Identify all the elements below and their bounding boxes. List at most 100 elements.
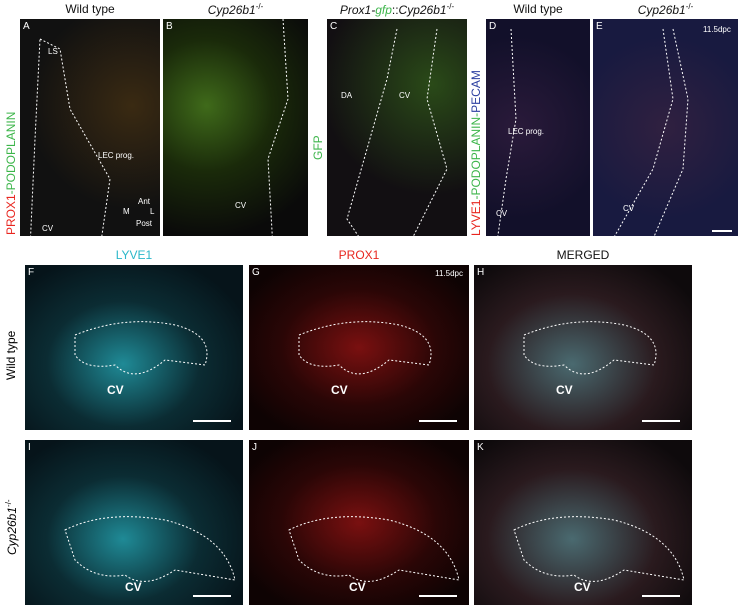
outline-path: [523, 321, 657, 375]
panel-header: Wild type: [20, 2, 160, 16]
vessel-outline: [64, 516, 236, 582]
outline-path: [497, 28, 517, 236]
outline-path: [513, 516, 685, 582]
scale-bar: [419, 420, 457, 422]
panel-letter: B: [166, 21, 173, 32]
image-panel: J CV: [249, 440, 469, 605]
scale-bar: [419, 595, 457, 597]
image-panel: G 11.5dpc CV: [249, 265, 469, 430]
panel-label: 11.5dpc: [435, 269, 463, 278]
outline-path: [74, 321, 208, 375]
text-segment: Prox1-: [339, 3, 376, 17]
outline-path: [267, 19, 289, 236]
text-segment: -PODOPLANIN: [4, 111, 18, 195]
side-label: GFP: [311, 135, 325, 160]
panel-label: CV: [496, 209, 508, 218]
panel-label: CV: [556, 383, 573, 397]
panel-label: CV: [235, 201, 247, 210]
outline-path: [64, 516, 236, 582]
text-segment: Wild type: [65, 2, 115, 16]
outline-path: [346, 28, 448, 236]
panel-header: Cyp26b1-/-: [593, 2, 738, 17]
panel-label: LS: [48, 47, 58, 56]
vessel-outline: [288, 516, 460, 582]
text-segment: -/-: [255, 2, 264, 11]
vessel-outline: [614, 28, 689, 236]
vessel-outline: [267, 19, 289, 236]
panel-label: CV: [349, 580, 366, 594]
column-header: LYVE1: [25, 248, 243, 262]
vessel-outline: [346, 28, 448, 236]
text-segment: PECAM: [469, 70, 483, 113]
panel-letter: C: [330, 21, 338, 32]
image-panel: I CV: [25, 440, 243, 605]
panel-header: Wild type: [486, 2, 590, 16]
text-segment: -/-: [685, 2, 694, 11]
row-label: Wild type: [4, 331, 18, 380]
image-panel: E 11.5dpc CV: [593, 19, 738, 236]
text-segment: -/-: [4, 499, 13, 507]
panel-label: CV: [42, 224, 54, 233]
column-header: PROX1: [249, 248, 469, 262]
panel-label: CV: [125, 580, 142, 594]
panel-label: CV: [107, 383, 124, 397]
panel-label: CV: [331, 383, 348, 397]
image-panel: B CV: [163, 19, 308, 236]
text-segment: Cyp26b1: [5, 506, 19, 555]
text-segment: Cyp26b1: [398, 3, 447, 17]
panel-header: Prox1-gfp::Cyp26b1-/-: [327, 2, 467, 17]
panel-label: CV: [623, 204, 635, 213]
panel-letter: H: [477, 267, 485, 278]
image-panel: F CV: [25, 265, 243, 430]
side-label: PROX1-PODOPLANIN: [4, 112, 18, 235]
panel-header: Cyp26b1-/-: [163, 2, 308, 17]
vessel-outline: [74, 321, 208, 375]
panel-letter: J: [252, 442, 257, 453]
panel-label: DA: [341, 91, 353, 100]
text-segment: -/-: [446, 2, 455, 11]
panel-label: LEC prog.: [98, 151, 135, 160]
text-segment: PROX1: [4, 194, 18, 235]
outline-path: [298, 321, 432, 375]
panel-letter: I: [28, 442, 31, 453]
panel-letter: E: [596, 21, 603, 32]
text-segment: Wild type: [513, 2, 563, 16]
panel-letter: G: [252, 267, 260, 278]
text-segment: ::: [391, 3, 399, 17]
text-segment: LYVE1: [469, 199, 483, 236]
text-segment: PROX1: [338, 248, 380, 262]
text-segment: Cyp26b1: [207, 3, 256, 17]
scale-bar: [193, 595, 231, 597]
vessel-outline: [30, 38, 111, 236]
panel-label: LEC prog.: [508, 127, 545, 136]
image-panel: D LEC prog. CV: [486, 19, 590, 236]
text-segment: Wild type: [4, 330, 18, 380]
text-segment: MERGED: [556, 248, 610, 262]
side-label: LYVE1-PODOPLANIN-PECAM: [469, 70, 483, 236]
outline-path: [30, 38, 111, 236]
panel-label: L: [150, 207, 155, 216]
row-label: Cyp26b1-/-: [4, 499, 19, 555]
vessel-outline: [497, 28, 517, 236]
scale-bar: [193, 420, 231, 422]
vessel-outline: [523, 321, 657, 375]
panel-label: Ant: [138, 197, 151, 206]
vessel-outline: [513, 516, 685, 582]
text-segment: gfp: [375, 3, 392, 17]
image-panel: C DA CV: [327, 19, 467, 236]
image-panel: H CV: [474, 265, 692, 430]
vessel-outline: [298, 321, 432, 375]
panel-label: 11.5dpc: [703, 25, 731, 34]
panel-label: CV: [399, 91, 411, 100]
scale-bar: [642, 595, 680, 597]
column-header: MERGED: [474, 248, 692, 262]
text-segment: LYVE1: [115, 248, 153, 262]
image-panel: A LS LEC prog. CV Ant M L Post: [20, 19, 160, 236]
panel-label: CV: [574, 580, 591, 594]
panel-letter: K: [477, 442, 484, 453]
scale-bar: [712, 230, 732, 232]
text-segment: Cyp26b1: [637, 3, 686, 17]
panel-letter: D: [489, 21, 497, 32]
panel-label: Post: [136, 219, 153, 228]
